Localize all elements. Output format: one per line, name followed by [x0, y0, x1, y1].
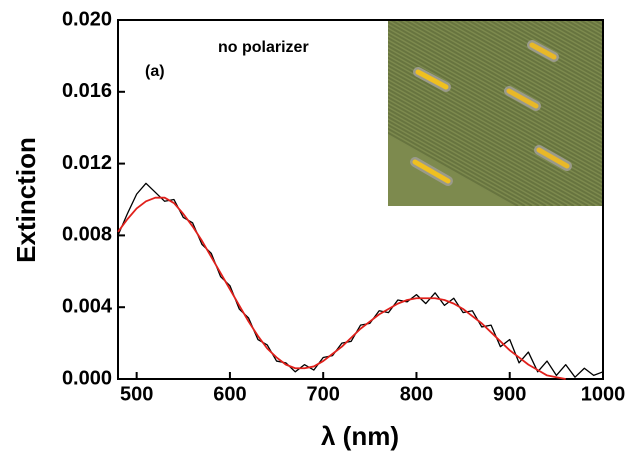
series-line [117, 196, 566, 380]
inset-image [388, 20, 603, 206]
x-tick-label: 900 [493, 383, 526, 405]
y-tick-label: 0.012 [62, 152, 112, 174]
y-axis-label: Extinction [11, 137, 41, 263]
y-tick-label: 0.000 [62, 367, 112, 389]
series-line [117, 182, 604, 378]
y-tick-label: 0.020 [62, 8, 112, 30]
y-tick-label: 0.016 [62, 80, 112, 102]
x-tick-label: 600 [213, 383, 246, 405]
y-tick-label: 0.004 [62, 295, 113, 317]
panel-label: (a) [145, 63, 165, 80]
x-tick-label: 700 [307, 383, 340, 405]
x-tick-label: 800 [400, 383, 433, 405]
x-tick-label: 1000 [581, 383, 626, 405]
y-tick-label: 0.008 [62, 224, 112, 246]
plot-frame [117, 19, 604, 380]
x-axis-label: λ (nm) [321, 421, 399, 451]
x-tick-label: 500 [120, 383, 153, 405]
annotation: no polarizer [218, 39, 309, 56]
